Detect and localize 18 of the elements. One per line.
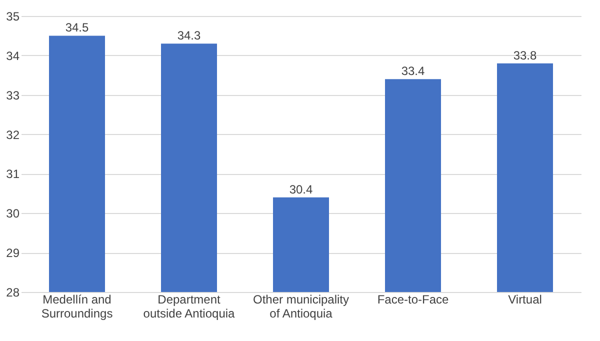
y-tick-label: 32 — [6, 128, 20, 142]
y-tick-label: 33 — [6, 88, 20, 102]
y-tick-label: 31 — [6, 167, 20, 182]
data-label: 33.4 — [401, 64, 425, 78]
y-tick-label: 30 — [6, 206, 20, 221]
x-tick-label: Face-to-Face — [377, 292, 449, 306]
x-tick-label: Other municipality of Antioquia — [252, 292, 350, 320]
x-tick-label: Medellín and Surroundings — [41, 292, 113, 320]
x-tick-label: Department outside Antioquia — [143, 292, 236, 320]
x-tick-label: Virtual — [508, 292, 542, 306]
y-tick-label: 28 — [6, 286, 20, 300]
data-label: 30.4 — [289, 182, 313, 196]
y-tick-label: 34 — [6, 48, 20, 63]
data-label: 33.8 — [513, 48, 537, 62]
data-label: 34.5 — [65, 20, 89, 35]
y-tick-label: 29 — [6, 246, 20, 260]
y-tick-label: 35 — [6, 10, 20, 24]
data-label: 34.3 — [177, 28, 201, 43]
